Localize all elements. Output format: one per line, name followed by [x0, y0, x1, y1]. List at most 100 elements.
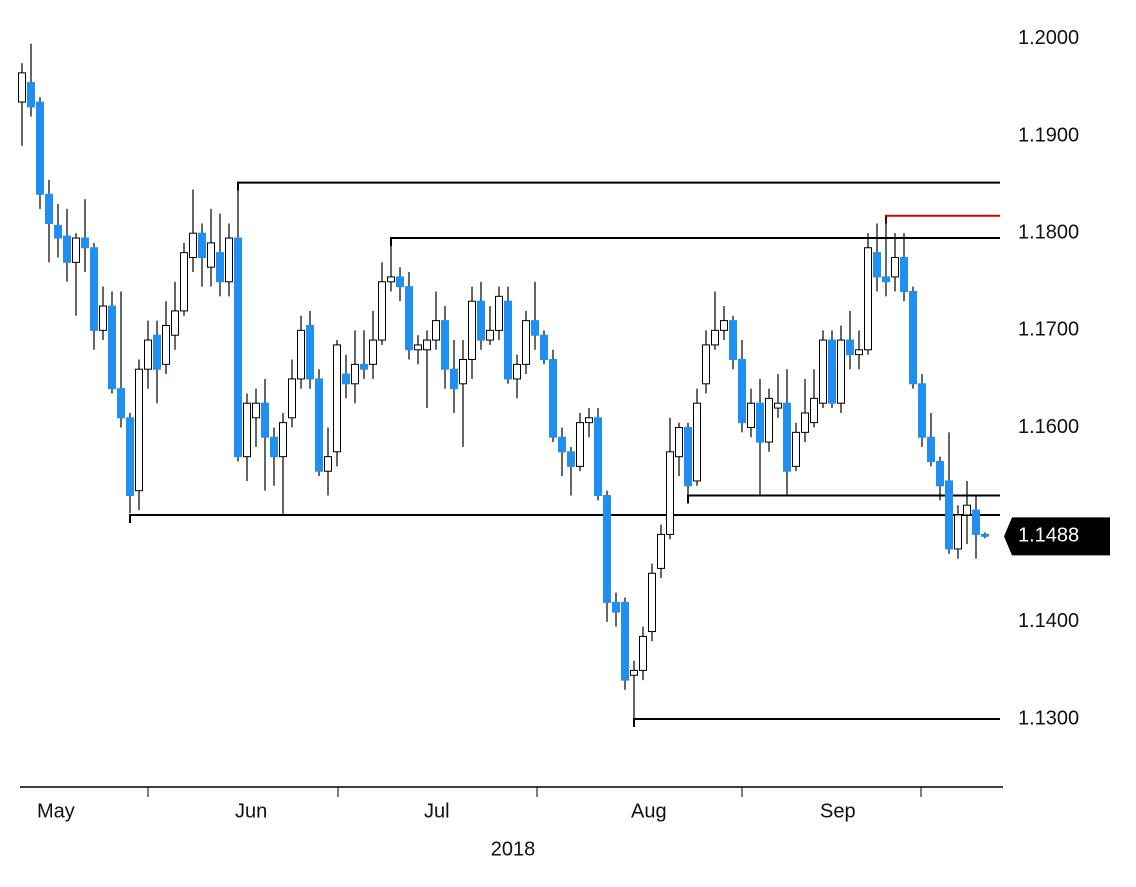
candle-body — [360, 363, 368, 370]
candle-body — [405, 286, 413, 351]
candle-body — [225, 237, 233, 283]
candle-body — [216, 252, 224, 283]
candle-body — [675, 427, 683, 458]
candle-body — [72, 237, 80, 263]
level-line — [633, 717, 1000, 727]
level-line — [885, 214, 1000, 224]
candle-body — [945, 480, 953, 550]
y-tick-label: 1.2000 — [1018, 27, 1079, 49]
candle-body — [621, 601, 629, 681]
candle-body — [288, 378, 296, 419]
candle-body — [207, 242, 215, 268]
candle-body — [522, 320, 530, 365]
candle-body — [180, 252, 188, 312]
candle-body — [801, 412, 809, 433]
candle-body — [81, 237, 89, 249]
last-price-tag — [1004, 517, 1110, 556]
level-line — [129, 513, 1000, 523]
y-tick-label: 1.1800 — [1018, 221, 1079, 243]
candle-body — [909, 290, 917, 385]
candle-body — [423, 339, 431, 351]
candle-body — [414, 344, 422, 351]
candle-body — [585, 417, 593, 424]
candle-body — [882, 276, 890, 283]
candle-body — [900, 256, 908, 292]
candle-body — [63, 235, 71, 263]
candle-body — [108, 305, 116, 390]
x-tick-label: Jun — [235, 800, 267, 822]
candle-body — [657, 533, 665, 569]
candle-body — [729, 320, 737, 360]
candle-body — [144, 339, 152, 370]
candle-body — [549, 358, 557, 438]
candle-body — [837, 339, 845, 404]
candle-body — [99, 305, 107, 331]
candle-body — [864, 247, 872, 351]
candle-body — [162, 324, 170, 365]
candle-body — [171, 310, 179, 336]
candle-body — [684, 427, 692, 487]
candle-body — [351, 363, 359, 385]
candle-body — [27, 82, 35, 108]
x-tick-label: Aug — [631, 800, 667, 822]
candle-body — [630, 669, 638, 676]
candle-body — [441, 320, 449, 370]
candle-body — [648, 572, 656, 633]
candle-body — [846, 339, 854, 356]
level-line — [687, 494, 1000, 504]
candle-body — [819, 339, 827, 404]
candle-body — [243, 402, 251, 458]
candle-body — [468, 300, 476, 360]
candle-body — [981, 533, 989, 537]
y-tick-label: 1.1600 — [1018, 416, 1079, 438]
candle-body — [792, 431, 800, 467]
y-tick-label: 1.1300 — [1018, 707, 1079, 729]
candle-body — [693, 402, 701, 482]
candle-body — [891, 256, 899, 278]
candle-body — [297, 329, 305, 380]
candle-body — [567, 451, 575, 467]
candle-body — [378, 281, 386, 341]
candle-body — [126, 417, 134, 497]
candle-body — [18, 72, 26, 103]
candle-body — [189, 232, 197, 258]
candle-body — [702, 344, 710, 385]
candle-body — [432, 320, 440, 341]
candle-body — [711, 329, 719, 346]
candle-body — [873, 252, 881, 278]
candle-body — [927, 436, 935, 463]
candle-body — [315, 378, 323, 472]
candle-body — [783, 402, 791, 472]
candle-body — [54, 224, 62, 239]
candle-body — [810, 397, 818, 424]
last-price-label: 1.1488 — [1018, 525, 1079, 547]
candle-body — [666, 451, 674, 535]
candle-body — [738, 358, 746, 424]
candle-body — [252, 402, 260, 419]
x-tick-label: Sep — [820, 800, 856, 822]
candle-body — [747, 402, 755, 429]
candle-body — [234, 237, 242, 458]
candle-body — [45, 193, 53, 224]
y-tick-label: 1.1400 — [1018, 610, 1079, 632]
candle-body — [369, 339, 377, 365]
candle-body — [936, 461, 944, 487]
candle-body — [495, 295, 503, 331]
x-axis-label: 2018 — [491, 838, 536, 860]
x-tick-label: Jul — [424, 800, 450, 822]
candle-body — [36, 101, 44, 195]
candle-body — [594, 417, 602, 497]
candle-body — [576, 422, 584, 467]
candle-body — [756, 402, 764, 443]
candle-body — [306, 324, 314, 380]
y-tick-label: 1.1900 — [1018, 124, 1079, 146]
candle-body — [270, 436, 278, 458]
candle-body — [504, 300, 512, 380]
candle-body — [720, 320, 728, 331]
candle-body — [396, 276, 404, 288]
candle-body — [639, 635, 647, 671]
candle-body — [972, 509, 980, 535]
candle-body — [324, 456, 332, 472]
level-line — [390, 237, 1000, 247]
